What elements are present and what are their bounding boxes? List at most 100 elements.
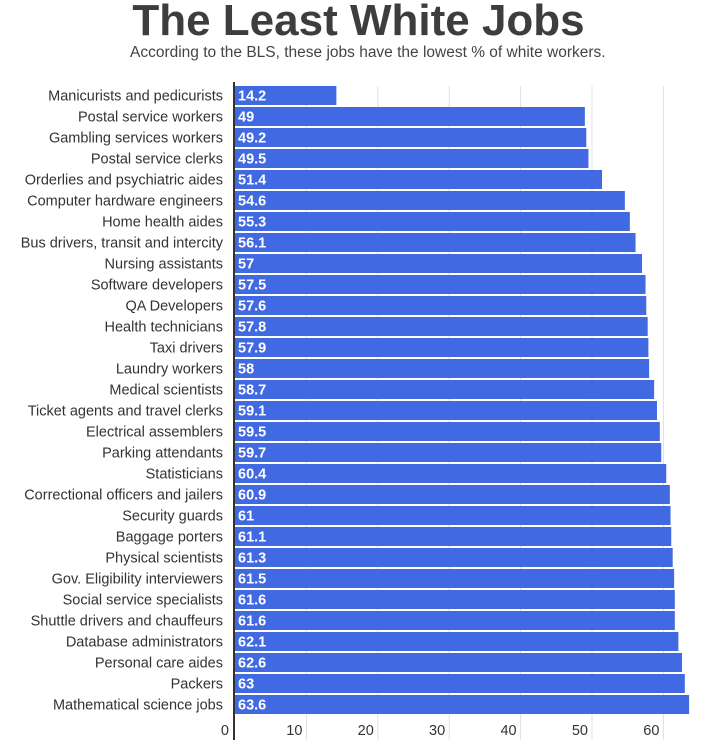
bar xyxy=(235,401,657,420)
bar xyxy=(235,380,655,399)
data-label: 61.1 xyxy=(238,530,266,546)
bar xyxy=(235,485,670,504)
bar xyxy=(235,548,673,567)
x-tick-label: 50 xyxy=(572,723,588,739)
data-label: 58.7 xyxy=(238,383,266,399)
data-label: 63.6 xyxy=(238,698,266,714)
category-label: Packers xyxy=(171,677,223,693)
bar xyxy=(235,506,671,525)
category-label: Computer hardware engineers xyxy=(27,194,223,210)
category-label: Home health aides xyxy=(102,215,223,231)
x-tick-label: 20 xyxy=(358,723,374,739)
bar xyxy=(235,296,647,315)
category-label: Database administrators xyxy=(66,635,223,651)
data-label: 57.6 xyxy=(238,299,266,315)
category-label: Medical scientists xyxy=(109,383,223,399)
data-label: 60.9 xyxy=(238,488,266,504)
data-label: 56.1 xyxy=(238,236,266,252)
data-label: 62.6 xyxy=(238,656,266,672)
bar xyxy=(235,86,337,105)
bar xyxy=(235,149,589,168)
data-label: 61.6 xyxy=(238,593,266,609)
category-label: Postal service clerks xyxy=(91,152,223,168)
data-label: 54.6 xyxy=(238,194,266,210)
bar xyxy=(235,674,685,693)
category-label: Orderlies and psychiatric aides xyxy=(25,173,223,189)
data-label: 61 xyxy=(238,509,254,525)
data-label: 61.6 xyxy=(238,614,266,630)
data-label: 62.1 xyxy=(238,635,266,651)
data-label: 51.4 xyxy=(238,173,266,189)
category-label: QA Developers xyxy=(125,299,223,315)
category-label: Social service specialists xyxy=(63,593,223,609)
data-label: 57.5 xyxy=(238,278,266,294)
bar xyxy=(235,128,587,147)
bar xyxy=(235,527,672,546)
data-label: 60.4 xyxy=(238,467,266,483)
category-label: Gambling services workers xyxy=(49,131,223,147)
category-label: Health technicians xyxy=(105,320,224,336)
chart-title: The Least White Jobs xyxy=(132,0,585,45)
bar xyxy=(235,569,675,588)
bar xyxy=(235,590,675,609)
x-tick-label: 0 xyxy=(221,723,229,739)
data-label: 49.2 xyxy=(238,131,266,147)
category-label: Taxi drivers xyxy=(150,341,223,357)
x-tick-label: 30 xyxy=(429,723,445,739)
bar xyxy=(235,611,675,630)
category-label: Software developers xyxy=(91,278,223,294)
data-label: 49.5 xyxy=(238,152,266,168)
x-tick-label: 40 xyxy=(500,723,516,739)
category-label: Electrical assemblers xyxy=(86,425,223,441)
category-label: Postal service workers xyxy=(78,110,223,126)
bar xyxy=(235,254,642,273)
category-label: Security guards xyxy=(122,509,223,525)
bar xyxy=(235,464,667,483)
category-label: Nursing assistants xyxy=(105,257,223,273)
data-label: 59.1 xyxy=(238,404,266,420)
category-label: Correctional officers and jailers xyxy=(24,488,223,504)
category-label: Shuttle drivers and chauffeurs xyxy=(31,614,223,630)
bar xyxy=(235,653,682,672)
bar xyxy=(235,443,662,462)
bar xyxy=(235,422,660,441)
data-label: 63 xyxy=(238,677,254,693)
category-label: Personal care aides xyxy=(95,656,223,672)
category-label: Baggage porters xyxy=(116,530,223,546)
bar xyxy=(235,191,625,210)
x-tick-label: 60 xyxy=(643,723,659,739)
data-label: 59.5 xyxy=(238,425,266,441)
data-label: 61.5 xyxy=(238,572,266,588)
bar xyxy=(235,275,646,294)
data-label: 57 xyxy=(238,257,254,273)
x-tick-label: 10 xyxy=(286,723,302,739)
data-label: 55.3 xyxy=(238,215,266,231)
data-label: 49 xyxy=(238,110,254,126)
bar xyxy=(235,359,650,378)
category-label: Ticket agents and travel clerks xyxy=(28,404,223,420)
bar xyxy=(235,233,636,252)
bar xyxy=(235,107,585,126)
data-label: 14.2 xyxy=(238,89,266,105)
category-label: Physical scientists xyxy=(105,551,223,567)
category-label: Parking attendants xyxy=(102,446,223,462)
category-label: Manicurists and pedicurists xyxy=(48,89,223,105)
category-label: Statisticians xyxy=(146,467,223,483)
data-label: 58 xyxy=(238,362,254,378)
bar xyxy=(235,317,648,336)
category-label: Mathematical science jobs xyxy=(53,698,223,714)
bar xyxy=(235,212,630,231)
category-label: Gov. Eligibility interviewers xyxy=(52,572,223,588)
category-label: Laundry workers xyxy=(116,362,223,378)
data-label: 57.8 xyxy=(238,320,266,336)
data-label: 57.9 xyxy=(238,341,266,357)
bar xyxy=(235,338,649,357)
bar xyxy=(235,170,602,189)
category-label: Bus drivers, transit and intercity xyxy=(21,236,224,252)
bar xyxy=(235,695,690,714)
data-label: 59.7 xyxy=(238,446,266,462)
data-label: 61.3 xyxy=(238,551,266,567)
bar xyxy=(235,632,679,651)
chart-subtitle: According to the BLS, these jobs have th… xyxy=(130,44,606,61)
